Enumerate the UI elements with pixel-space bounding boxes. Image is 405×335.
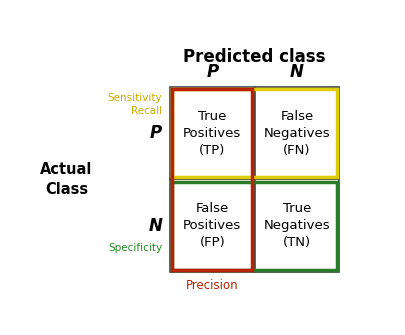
Text: False
Positives
(FP): False Positives (FP) [183, 202, 241, 250]
Text: Actual
Class: Actual Class [40, 162, 92, 197]
Text: Sensitivity
Recall: Sensitivity Recall [107, 93, 162, 116]
Text: True
Positives
(TP): True Positives (TP) [183, 110, 241, 156]
Text: P: P [206, 63, 218, 81]
Bar [173, 182, 337, 270]
Bar [170, 87, 255, 180]
Text: N: N [148, 217, 162, 235]
Text: Predicted class: Predicted class [183, 48, 326, 66]
Bar [173, 89, 337, 178]
Text: Specificity: Specificity [108, 243, 162, 253]
Text: False
Negatives
(FN): False Negatives (FN) [264, 110, 330, 156]
Bar [255, 180, 339, 272]
Text: P: P [150, 124, 162, 142]
Text: True
Negatives
(TN): True Negatives (TN) [264, 202, 330, 250]
Text: N: N [290, 63, 304, 81]
Bar [170, 180, 255, 272]
Bar [255, 87, 339, 180]
Bar [173, 89, 252, 270]
Text: Precision: Precision [186, 279, 239, 292]
